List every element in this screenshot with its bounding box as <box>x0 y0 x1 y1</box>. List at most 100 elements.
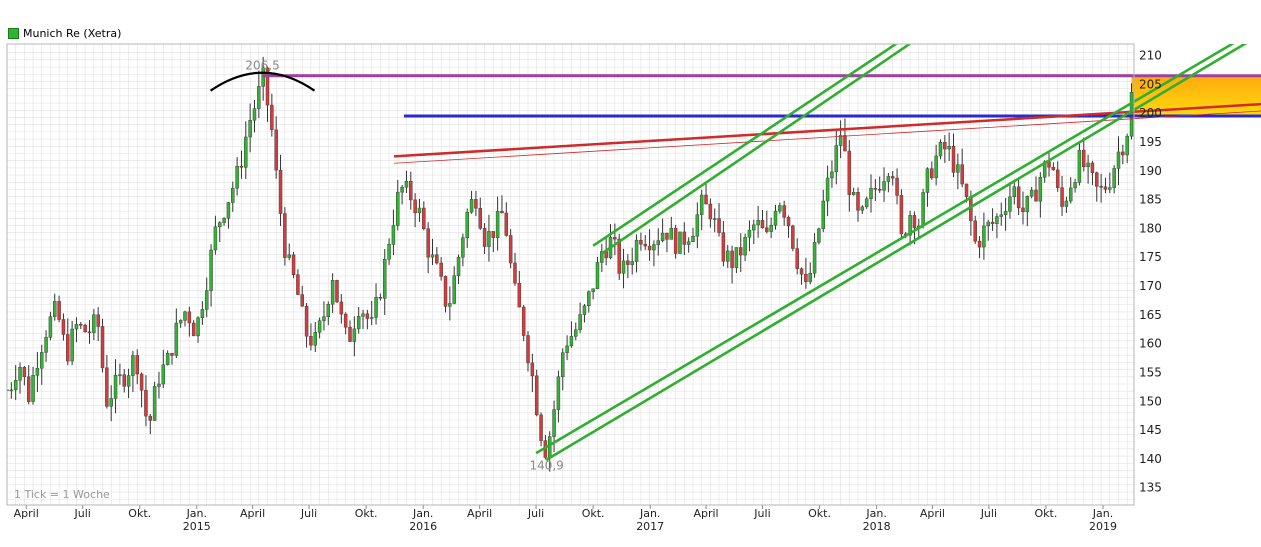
candle-body <box>152 386 157 421</box>
candle-body <box>995 216 999 224</box>
candle-body <box>1116 151 1121 169</box>
candle-body <box>39 352 44 369</box>
candle-body <box>591 288 595 292</box>
candle-body <box>235 165 239 189</box>
candle-body <box>977 240 982 248</box>
candle-body <box>113 374 118 399</box>
x-year-label: 2015 <box>183 520 211 533</box>
candle-body <box>908 215 912 236</box>
candle-body <box>747 229 752 238</box>
candle-body <box>304 305 309 337</box>
candle-body <box>79 324 83 326</box>
legend-label: Munich Re (Xetra) <box>23 27 122 40</box>
y-tick-label: 210 <box>1139 49 1162 63</box>
candle-body <box>838 135 843 146</box>
candle-body <box>686 241 691 245</box>
candle-body <box>691 236 695 242</box>
candle-body <box>356 316 361 330</box>
candle-body <box>330 279 335 305</box>
channel-lower-line-parallel <box>545 44 1248 462</box>
x-tick-label: Juli <box>300 507 317 520</box>
candle-body <box>708 203 713 220</box>
x-tick-label: Jan. <box>1092 507 1113 520</box>
candle-body <box>343 313 348 328</box>
candle-body <box>83 324 87 333</box>
candle-body <box>734 247 739 268</box>
x-tick-label: Juli <box>753 507 770 520</box>
candle-body <box>174 322 179 356</box>
candle-body <box>231 187 235 203</box>
candle-body <box>31 375 35 402</box>
candle-body <box>843 135 847 152</box>
candle-body <box>673 227 678 254</box>
candle-body <box>526 335 530 364</box>
candle-body <box>769 225 773 232</box>
candle-body <box>626 260 630 265</box>
candle-body <box>530 362 535 377</box>
candle-body <box>1103 186 1108 190</box>
y-tick-label: 155 <box>1139 365 1162 379</box>
candle-body <box>743 237 747 256</box>
candle-body <box>387 244 391 260</box>
candles <box>7 56 1134 472</box>
candle-body <box>643 243 647 247</box>
candle-body <box>808 273 812 283</box>
candle-body <box>144 389 148 417</box>
candle-body <box>126 375 131 387</box>
candle-body <box>799 268 804 275</box>
candle-body <box>196 317 200 337</box>
candle-body <box>96 314 100 327</box>
candle-body <box>161 364 166 385</box>
candle-body <box>53 301 57 317</box>
candle-body <box>730 250 734 268</box>
candle-body <box>1051 166 1056 171</box>
candle-body <box>578 314 582 330</box>
candle-body <box>621 260 626 274</box>
candle-body <box>252 108 257 121</box>
candle-body <box>521 306 526 336</box>
candle-body <box>313 332 318 346</box>
candle-body <box>899 195 904 235</box>
candle-body <box>474 199 478 209</box>
candle-body <box>209 249 213 291</box>
candle-body <box>647 245 652 251</box>
candle-body <box>990 221 995 224</box>
candle-body <box>131 355 135 376</box>
y-tick-label: 160 <box>1139 337 1162 351</box>
y-tick-label: 175 <box>1139 250 1162 264</box>
candle-body <box>1021 207 1025 213</box>
candle-body <box>1038 176 1043 202</box>
candle-body <box>326 303 331 317</box>
candle-body <box>565 345 569 353</box>
candle-body <box>756 220 760 226</box>
candle-body <box>1012 186 1017 198</box>
candle-body <box>973 220 977 242</box>
candle-body <box>66 334 70 362</box>
candle-body <box>556 376 561 410</box>
candle-body <box>278 169 283 214</box>
candle-body <box>270 104 274 131</box>
x-year-label: 2019 <box>1089 520 1117 533</box>
candle-body <box>495 210 500 238</box>
candle-body <box>382 259 387 299</box>
x-tick-label: Juli <box>527 507 544 520</box>
candle-body <box>456 256 461 276</box>
y-tick-label: 145 <box>1139 423 1162 437</box>
candle-body <box>847 150 852 195</box>
candle-body <box>491 231 496 238</box>
candle-body <box>1029 189 1034 197</box>
candle-body <box>725 250 730 262</box>
y-tick-label: 135 <box>1139 481 1162 495</box>
candle-body <box>274 129 278 171</box>
candle-body <box>452 275 456 304</box>
candle-body <box>699 194 704 215</box>
candle-body <box>999 214 1004 217</box>
candle-body <box>595 262 600 289</box>
candle-body <box>148 415 153 421</box>
candle-body <box>257 86 261 109</box>
candle-body <box>652 244 656 251</box>
candle-body <box>400 186 404 193</box>
candle-body <box>139 373 144 391</box>
candle-body <box>291 254 296 275</box>
